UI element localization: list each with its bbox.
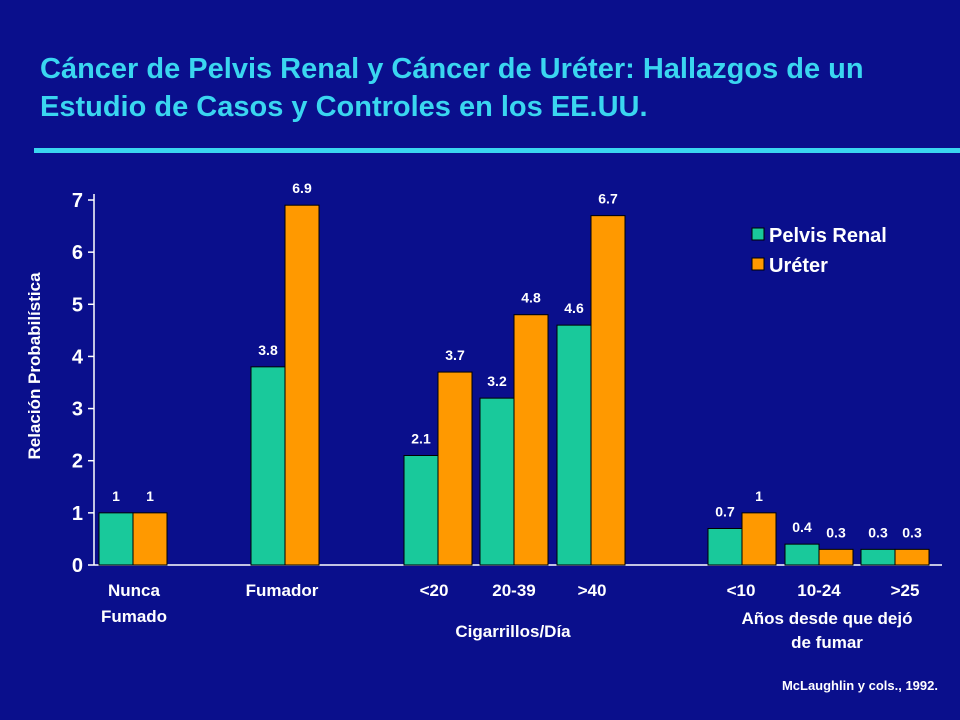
bar-value-label: 1 xyxy=(112,488,120,504)
bar-value-label: 3.7 xyxy=(445,347,465,363)
bar-value-label: 4.8 xyxy=(521,290,541,306)
bar-ureter xyxy=(513,314,549,566)
bar-value-label: 0.3 xyxy=(826,524,846,540)
y-tick-label: 4 xyxy=(72,346,84,368)
legend-label-pelvis: Pelvis Renal xyxy=(769,225,887,247)
y-tick-label: 0 xyxy=(72,555,83,577)
bar-value-label: 6.9 xyxy=(292,180,312,196)
bar-ureter xyxy=(894,548,930,566)
y-tick-label: 5 xyxy=(72,294,83,316)
bar-pelvis xyxy=(479,397,515,566)
legend-label-ureter: Uréter xyxy=(769,255,828,277)
x-group-label: de fumar xyxy=(791,633,863,652)
y-tick-label: 7 xyxy=(72,190,83,212)
bar-ureter xyxy=(132,512,168,566)
bar-value-label: 3.2 xyxy=(487,373,507,389)
bar-value-label: 6.7 xyxy=(598,191,618,207)
x-tick-label: Nunca xyxy=(108,581,161,600)
bar-value-label: 0.3 xyxy=(902,524,922,540)
bar-value-label: 0.7 xyxy=(715,504,735,520)
bar-value-label: 2.1 xyxy=(411,431,431,447)
y-tick-label: 1 xyxy=(72,503,83,525)
bar-ureter xyxy=(741,512,777,566)
x-tick-label: Fumado xyxy=(101,607,167,626)
x-group-label: Años desde que dejó xyxy=(742,609,913,628)
x-tick-label: >40 xyxy=(578,581,607,600)
y-axis-label: Relación Probabilística xyxy=(25,272,44,460)
legend-swatch-pelvis xyxy=(751,227,765,241)
title-divider xyxy=(34,148,960,153)
bar-ureter xyxy=(590,215,626,566)
y-tick-label: 3 xyxy=(72,399,83,421)
legend-swatch-ureter xyxy=(751,257,765,271)
bar-pelvis xyxy=(98,512,134,566)
x-tick-label: >25 xyxy=(891,581,920,600)
bar-pelvis xyxy=(784,543,820,566)
bar-ureter xyxy=(437,371,473,566)
x-tick-label: Fumador xyxy=(246,581,319,600)
x-tick-label: 20-39 xyxy=(492,581,535,600)
bar-value-label: 4.6 xyxy=(564,300,584,316)
x-tick-label: <10 xyxy=(727,581,756,600)
bar-pelvis xyxy=(556,324,592,566)
slide-title: Cáncer de Pelvis Renal y Cáncer de Uréte… xyxy=(40,53,864,123)
bar-value-label: 3.8 xyxy=(258,342,278,358)
x-group-label: Cigarrillos/Día xyxy=(455,622,571,641)
bar-value-label: 1 xyxy=(755,488,763,504)
y-tick-label: 2 xyxy=(72,451,83,473)
bar-ureter xyxy=(818,548,854,566)
bar-value-label: 0.4 xyxy=(792,519,812,535)
x-tick-label: 10-24 xyxy=(797,581,841,600)
bar-pelvis xyxy=(250,366,286,566)
bar-pelvis xyxy=(707,528,743,566)
bar-pelvis xyxy=(403,455,439,566)
bar-value-label: 1 xyxy=(146,488,154,504)
citation: McLaughlin y cols., 1992. xyxy=(781,678,938,693)
bar-ureter xyxy=(284,204,320,566)
y-tick-label: 6 xyxy=(72,242,83,264)
bar-value-label: 0.3 xyxy=(868,524,888,540)
x-tick-label: <20 xyxy=(420,581,449,600)
bar-pelvis xyxy=(860,548,896,566)
